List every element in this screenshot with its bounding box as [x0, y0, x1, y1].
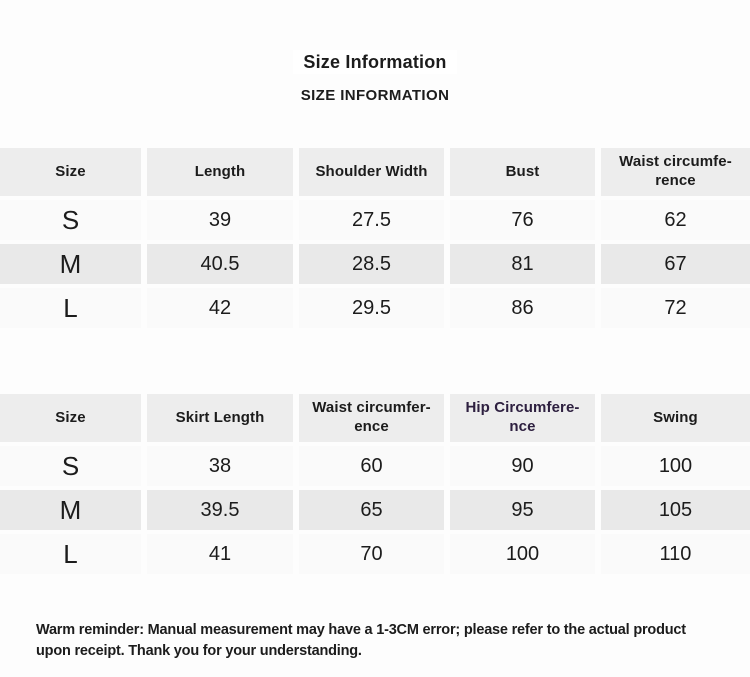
column-header-skirt-length: Skirt Length: [147, 394, 293, 442]
table-cell: 100: [601, 446, 750, 486]
column-header-length: Length: [147, 148, 293, 196]
column-header-hip: Hip Circumfere- nce: [450, 394, 595, 442]
column-header-size: Size: [0, 394, 141, 442]
table-cell: 60: [299, 446, 444, 486]
table-cell: 100: [450, 534, 595, 574]
table-cell: 29.5: [299, 288, 444, 328]
size-cell: S: [0, 446, 141, 486]
size-table-top: Size Length Shoulder Width Bust Waist ci…: [0, 148, 750, 328]
column-header-waist: Waist circumfe- rence: [601, 148, 750, 196]
table-cell: 65: [299, 490, 444, 530]
page-title: Size Information: [293, 50, 457, 74]
title-block: Size Information: [0, 0, 750, 74]
table-cell: 110: [601, 534, 750, 574]
table-cell: 28.5: [299, 244, 444, 284]
table-cell: 105: [601, 490, 750, 530]
table-cell: 72: [601, 288, 750, 328]
page-subtitle: SIZE INFORMATION: [300, 87, 450, 104]
table-cell: 38: [147, 446, 293, 486]
table-cell: 40.5: [147, 244, 293, 284]
table-cell: 39.5: [147, 490, 293, 530]
table-cell: 76: [450, 200, 595, 240]
size-cell: L: [0, 534, 141, 574]
table-cell: 81: [450, 244, 595, 284]
table-cell: 27.5: [299, 200, 444, 240]
table-cell: 41: [147, 534, 293, 574]
size-cell: M: [0, 244, 141, 284]
table-cell: 67: [601, 244, 750, 284]
size-cell: M: [0, 490, 141, 530]
table-cell: 70: [299, 534, 444, 574]
table-cell: 42: [147, 288, 293, 328]
column-header-bust: Bust: [450, 148, 595, 196]
table-cell: 86: [450, 288, 595, 328]
table-cell: 39: [147, 200, 293, 240]
column-header-waist: Waist circumfer- ence: [299, 394, 444, 442]
reminder-text: Warm reminder: Manual measurement may ha…: [36, 622, 686, 659]
size-cell: L: [0, 288, 141, 328]
table-cell: 90: [450, 446, 595, 486]
table-cell: 62: [601, 200, 750, 240]
column-header-swing: Swing: [601, 394, 750, 442]
column-header-size: Size: [0, 148, 141, 196]
size-cell: S: [0, 200, 141, 240]
size-table-bottom: Size Skirt Length Waist circumfer- ence …: [0, 394, 750, 574]
column-header-shoulder-width: Shoulder Width: [299, 148, 444, 196]
table-cell: 95: [450, 490, 595, 530]
